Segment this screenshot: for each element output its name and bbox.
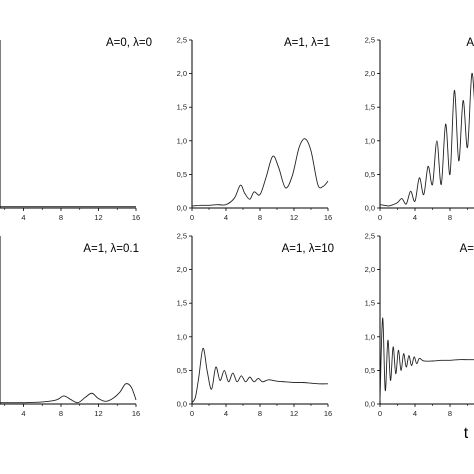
- panel-title: A=0, λ=0: [106, 37, 152, 49]
- panel-title: A=1, λ=0.1: [83, 243, 139, 255]
- y-tick-label: 2,5: [365, 232, 375, 241]
- panel-2: 0 4 8 12 16 0,0 0,5 1,0 1,5 2,0 2,5 A=1, λ=1: [177, 36, 333, 223]
- panel-5: 0 4 8 12 16 0,0 0,5 1,0 1,5 2,0 2,5 A=1, λ=10: [177, 232, 334, 419]
- y-tick-label: 0,0: [365, 400, 375, 409]
- series-line-1: [191, 138, 329, 207]
- x-tick-label: 12: [290, 409, 298, 418]
- x-tick-label: 0: [378, 409, 382, 418]
- y-tick-label: 1,0: [365, 136, 375, 145]
- x-tick-label: 12: [94, 409, 102, 418]
- x-tick-label: 16: [324, 409, 332, 418]
- y-tick-label: 2,5: [365, 36, 375, 45]
- x-tick-label: 0: [190, 409, 194, 418]
- y-tick-label: 2,0: [365, 265, 375, 274]
- y-tick-label: 2,0: [177, 265, 187, 274]
- y-tick-label: 0,0: [177, 204, 187, 213]
- x-tick-label: 4: [224, 409, 228, 418]
- x-tick-label: 8: [59, 409, 63, 418]
- x-tick-label: 12: [290, 213, 298, 222]
- x-tick-label: 16: [132, 213, 140, 222]
- x-tick-label: 4: [413, 409, 417, 418]
- y-tick-label: 0,0: [365, 204, 375, 213]
- panel-1: 0481216A=0, λ=0: [0, 37, 152, 222]
- y-tick-label: 0,5: [365, 366, 375, 375]
- series-line-1: [191, 347, 329, 403]
- panel-4: 0481216A=1, λ=0.1: [0, 236, 140, 418]
- y-tick-label: 0,5: [365, 170, 375, 179]
- y-tick-label: 1,0: [365, 332, 375, 341]
- x-tick-label: 8: [448, 409, 452, 418]
- y-tick-label: 1,0: [177, 332, 187, 341]
- panel-title: A=: [460, 243, 474, 255]
- x-tick-label: 8: [59, 213, 63, 222]
- panel-title: A: [466, 37, 474, 49]
- x-tick-label: 4: [21, 213, 25, 222]
- panel-title: A=1, λ=10: [282, 243, 334, 255]
- x-tick-label: 4: [21, 409, 25, 418]
- panel-3: 048120,00,51,01,52,02,5A: [365, 36, 474, 222]
- series-line-1: [0, 383, 137, 404]
- y-tick-label: 2,5: [177, 36, 187, 45]
- y-tick-label: 1,5: [365, 103, 375, 112]
- y-tick-label: 0,5: [177, 366, 187, 375]
- y-tick-label: 0,0: [177, 400, 187, 409]
- y-tick-label: 1,5: [177, 103, 187, 112]
- x-tick-label: 16: [132, 409, 140, 418]
- series-line-1: [379, 317, 474, 401]
- series-line-1: [0, 206, 136, 208]
- panel-6: 048120,00,51,01,52,02,5A=t: [365, 232, 474, 442]
- x-tick-label: 0: [378, 213, 382, 222]
- y-tick-label: 2,5: [177, 232, 187, 241]
- x-tick-label: 16: [324, 213, 332, 222]
- x-axis-label: t: [464, 425, 469, 442]
- x-tick-label: 8: [448, 213, 452, 222]
- y-tick-label: 1,0: [177, 136, 187, 145]
- y-tick-label: 0,5: [177, 170, 187, 179]
- x-tick-label: 12: [94, 213, 102, 222]
- y-tick-label: 1,5: [177, 299, 187, 308]
- x-tick-label: 0: [190, 213, 194, 222]
- y-tick-label: 1,5: [365, 299, 375, 308]
- series-line-1: [379, 73, 474, 207]
- panel-title: A=1, λ=1: [284, 37, 330, 49]
- x-tick-label: 8: [258, 213, 262, 222]
- x-tick-label: 4: [413, 213, 417, 222]
- x-tick-label: 8: [258, 409, 262, 418]
- x-tick-label: 4: [224, 213, 228, 222]
- y-tick-label: 2,0: [365, 69, 375, 78]
- y-tick-label: 2,0: [177, 69, 187, 78]
